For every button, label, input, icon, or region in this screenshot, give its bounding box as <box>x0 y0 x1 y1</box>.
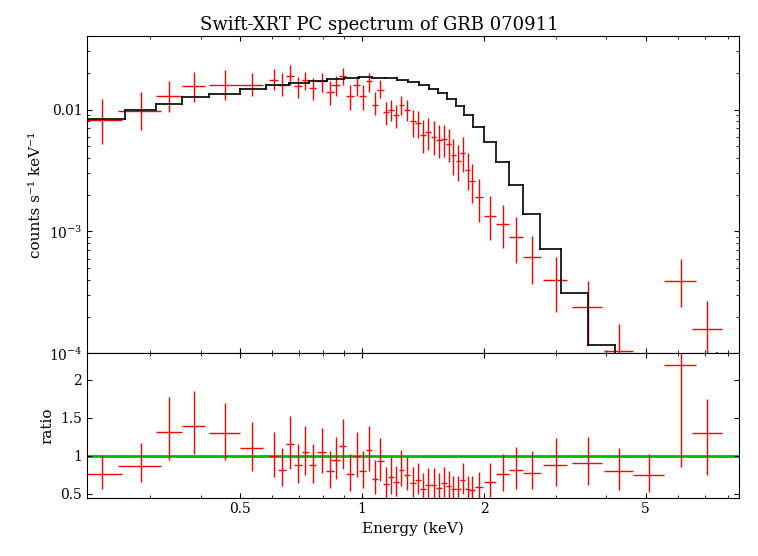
Text: Swift-XRT PC spectrum of GRB 070911: Swift-XRT PC spectrum of GRB 070911 <box>199 16 559 33</box>
Y-axis label: counts s⁻¹ keV⁻¹: counts s⁻¹ keV⁻¹ <box>29 132 43 258</box>
X-axis label: Energy (keV): Energy (keV) <box>362 522 464 537</box>
Y-axis label: ratio: ratio <box>41 407 55 444</box>
